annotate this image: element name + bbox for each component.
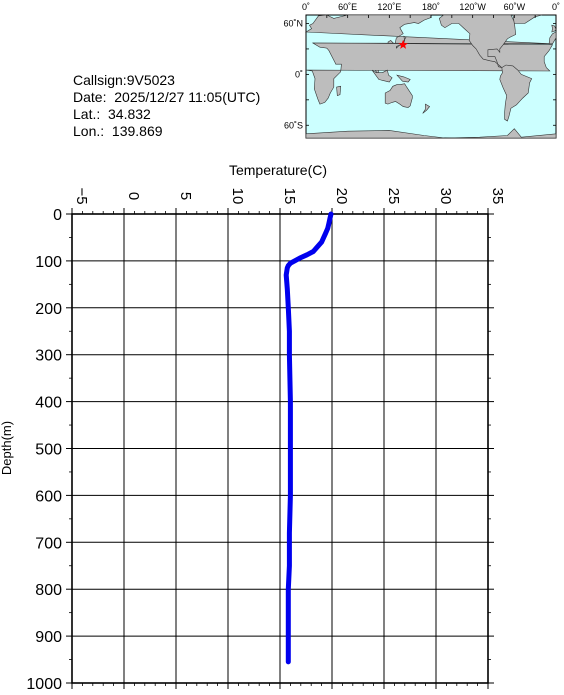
map-latitude-label: 0˚ (295, 69, 303, 79)
map-longitude-label: 60˚W (504, 2, 526, 12)
x-tick-label: 0 (125, 192, 142, 200)
x-tick-label: 20 (333, 188, 350, 205)
land-madagascar (336, 85, 342, 97)
map-longitude-label: 0˚ (552, 2, 560, 12)
map-longitude-label: 120˚W (459, 2, 486, 12)
x-tick-label: 5 (177, 192, 194, 200)
map-longitude-label: 0˚ (302, 2, 310, 12)
latitude-text: Lat.: 34.832 (73, 106, 151, 122)
y-tick-label: 800 (35, 582, 62, 599)
map-landmasses (305, 14, 557, 139)
y-tick-label: 200 (35, 301, 62, 318)
land-antarctica (305, 128, 557, 139)
map-longitude-label: 180˚ (422, 2, 440, 12)
y-tick-label: 600 (35, 488, 62, 505)
station-info: Callsign:9V5023 Date: 2025/12/27 11:05(U… (73, 72, 260, 140)
map-longitude-labels: 0˚ 60˚E 120˚E 180˚ 120˚W 60˚W 0˚ (302, 2, 560, 12)
land-west-europe-edge (548, 31, 557, 45)
land-south-america (499, 64, 533, 122)
land-new-guinea (396, 74, 411, 83)
x-axis-ticks: −5 0 5 10 15 20 25 30 35 (71, 187, 506, 689)
y-tick-label: 900 (35, 629, 62, 646)
y-tick-label: 700 (35, 535, 62, 552)
station-marker-star (398, 39, 408, 49)
callsign-text: Callsign:9V5023 (73, 72, 175, 88)
land-australia (384, 83, 413, 108)
x-tick-label: −5 (73, 187, 90, 204)
y-tick-label: 400 (35, 395, 62, 412)
map-latitude-label: 60˚N (283, 18, 303, 28)
x-tick-label: 10 (229, 188, 246, 205)
temperature-profile-line (283, 211, 334, 665)
land-uk (551, 24, 557, 33)
y-tick-label: 0 (53, 207, 62, 224)
y-tick-label: 300 (35, 348, 62, 365)
chart-series (283, 211, 334, 665)
map-latitude-label: 60˚S (284, 120, 303, 130)
x-tick-label: 30 (437, 188, 454, 205)
y-tick-label: 100 (35, 254, 62, 271)
x-axis-label: Temperature(C) (229, 162, 327, 178)
land-north-america (438, 14, 517, 68)
x-tick-label: 35 (489, 188, 506, 205)
land-nz (422, 103, 431, 114)
y-tick-label: 1000 (26, 676, 62, 690)
y-axis-ticks: 0 100 200 300 400 500 600 700 800 900 1000 (26, 207, 494, 693)
land-sea-islands (371, 69, 393, 83)
x-tick-label: 15 (281, 188, 298, 205)
y-axis-label: Depth(m) (0, 421, 14, 475)
longitude-text: Lon.: 139.869 (73, 123, 163, 139)
map-latitude-labels: 60˚N 0˚ 60˚S (283, 18, 303, 130)
map-frame-ticks (305, 15, 557, 126)
chart-grid (71, 213, 489, 684)
map-longitude-label: 60˚E (338, 2, 357, 12)
plot-frame (71, 213, 489, 684)
location-map: 0˚ 60˚E 120˚E 180˚ 120˚W 60˚W 0˚ 60˚N 0˚ 60˚S (0, 0, 564, 165)
map-longitude-label: 120˚E (377, 2, 401, 12)
x-tick-label: 25 (385, 188, 402, 205)
map-svg: 0˚ 60˚E 120˚E 180˚ 120˚W 60˚W 0˚ 60˚N 0˚ 60˚S (283, 2, 560, 139)
date-text: Date: 2025/12/27 11:05(UTC) (73, 89, 261, 105)
y-tick-label: 500 (35, 442, 62, 459)
